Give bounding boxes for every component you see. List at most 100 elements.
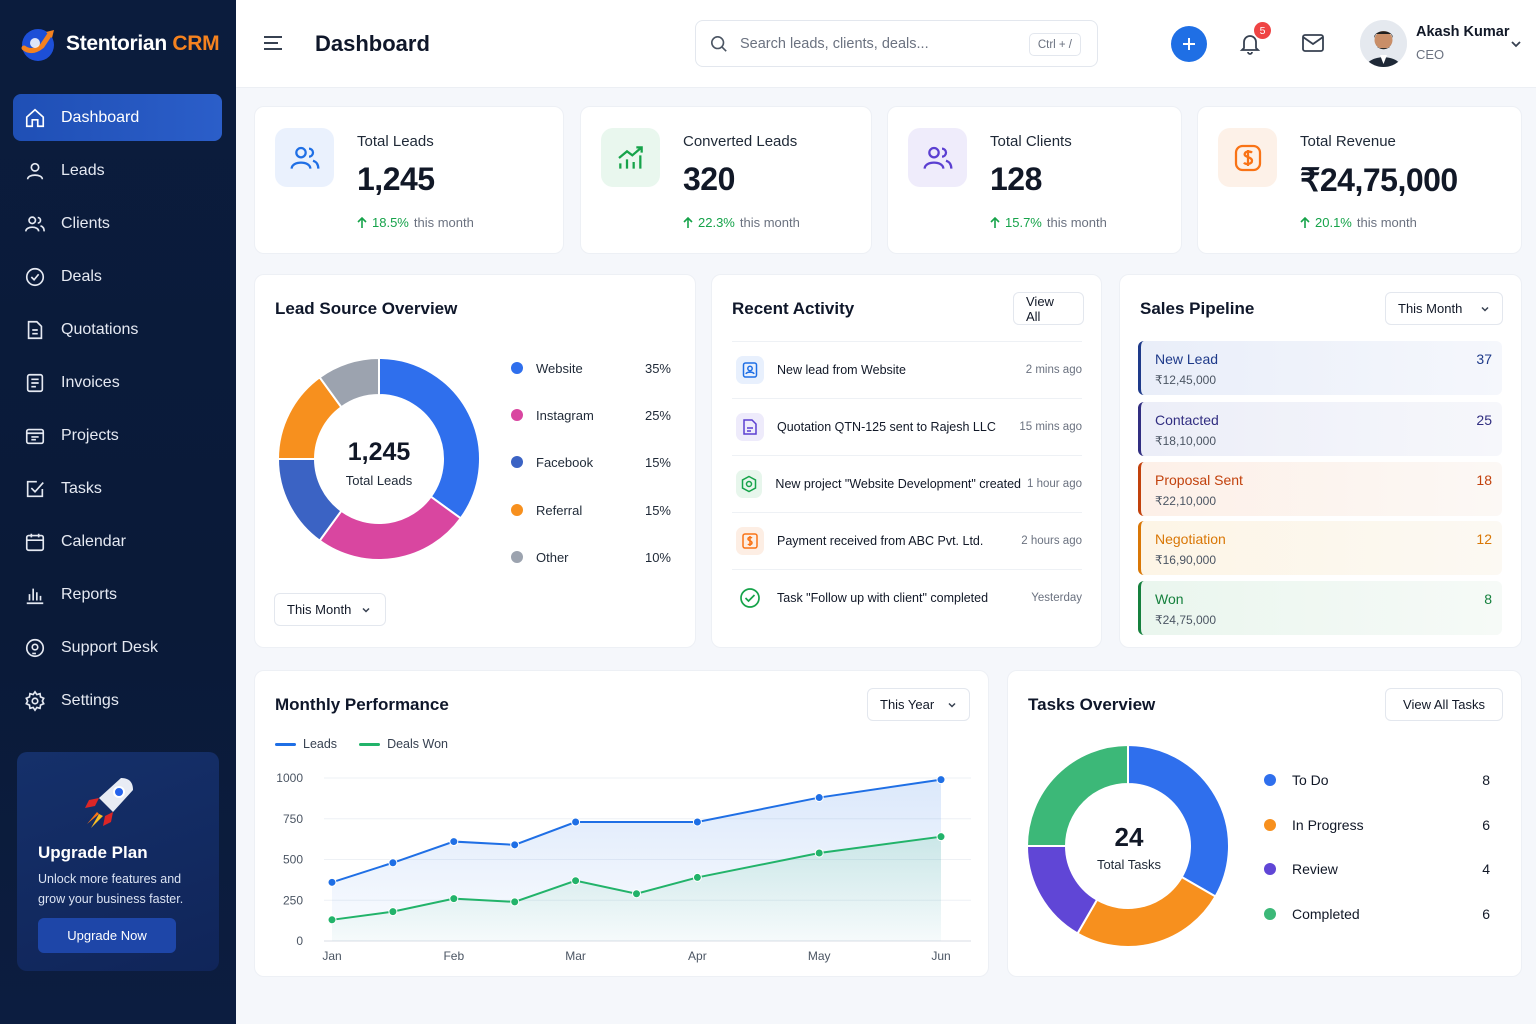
activity-item[interactable]: Quotation QTN-125 sent to Rajesh LLC 15 …	[732, 398, 1082, 455]
stat-label: Total Clients	[990, 133, 1072, 150]
sidebar-item-calendar[interactable]: Calendar	[13, 518, 222, 565]
bar-chart-icon	[23, 583, 47, 607]
sidebar-item-deals[interactable]: Deals	[13, 253, 222, 300]
pipeline-stage-negotiation[interactable]: Negotiation ₹16,90,000 12	[1138, 521, 1502, 575]
search-bar[interactable]: Ctrl + /	[695, 20, 1098, 67]
tasks-slice-to-do[interactable]	[1127, 743, 1230, 898]
bell-icon[interactable]	[1238, 31, 1262, 55]
stat-period: this month	[1046, 215, 1107, 230]
legend-label-deals-won: Deals Won	[387, 737, 448, 751]
view-all-tasks-button[interactable]: View All Tasks	[1385, 688, 1503, 721]
monthly-performance-chart: 0 250 500 750 1000 Jan Feb Mar Apr May Jun	[276, 771, 971, 963]
legend-label: Referral	[536, 502, 583, 518]
activity-item[interactable]: New lead from Website 2 mins ago	[732, 341, 1082, 398]
tasks-slice-completed[interactable]	[1027, 743, 1129, 847]
legend-item-facebook: Facebook 15%	[511, 452, 671, 472]
document-icon	[23, 318, 47, 342]
sidebar-item-tasks[interactable]: Tasks	[13, 465, 222, 512]
leads-point[interactable]	[571, 817, 581, 827]
performance-period-dropdown[interactable]: This Year	[867, 688, 970, 721]
deals-won-point[interactable]	[632, 889, 641, 899]
stat-change: 20.1%	[1315, 215, 1352, 230]
hamburger-menu-icon[interactable]	[262, 32, 284, 54]
task-legend-review: Review 4	[1264, 859, 1490, 879]
search-input[interactable]	[740, 35, 1010, 52]
leads-point[interactable]	[936, 775, 946, 785]
deals-won-point[interactable]	[936, 832, 946, 842]
activity-time: 1 hour ago	[1027, 478, 1082, 490]
task-label: To Do	[1292, 772, 1329, 788]
activity-item[interactable]: Task "Follow up with client" completed Y…	[732, 569, 1082, 626]
sidebar-item-settings[interactable]: Settings	[13, 677, 222, 724]
task-legend-completed: Completed 6	[1264, 904, 1490, 924]
deals-won-point[interactable]	[692, 872, 702, 882]
deals-won-point[interactable]	[510, 897, 520, 907]
leads-point[interactable]	[449, 837, 459, 847]
sidebar-item-leads[interactable]: Leads	[13, 147, 222, 194]
avatar[interactable]	[1360, 20, 1407, 67]
task-count: 8	[1482, 772, 1490, 788]
pipeline-stage-new-lead[interactable]: New Lead ₹12,45,000 37	[1138, 341, 1502, 395]
x-tick-label: Apr	[688, 949, 707, 963]
users-icon	[908, 128, 967, 187]
calendar-icon	[23, 530, 47, 554]
x-tick-label: May	[808, 949, 831, 963]
add-new-button[interactable]	[1171, 26, 1207, 62]
legend-pct: 10%	[644, 549, 671, 565]
legend-pct: 15%	[644, 502, 671, 518]
sidebar-item-quotations[interactable]: Quotations	[13, 306, 222, 353]
lead-source-slice-other[interactable]	[318, 356, 380, 409]
pipeline-stage-proposal-sent[interactable]: Proposal Sent ₹22,10,000 18	[1138, 462, 1502, 516]
mail-icon[interactable]	[1301, 32, 1325, 54]
leads-point[interactable]	[327, 877, 337, 887]
leads-point[interactable]	[388, 858, 398, 868]
sidebar-item-projects[interactable]: Projects	[13, 412, 222, 459]
pipeline-stage-contacted[interactable]: Contacted ₹18,10,000 25	[1138, 402, 1502, 456]
legend-label-leads: Leads	[303, 737, 338, 751]
sidebar-item-support-desk[interactable]: Support Desk	[13, 624, 222, 671]
brand-logo[interactable]: Stentorian CRM	[18, 24, 220, 64]
upgrade-title: Upgrade Plan	[38, 843, 148, 862]
pipeline-period-dropdown[interactable]: This Month	[1385, 292, 1503, 325]
stat-change: 22.3%	[698, 215, 735, 230]
sidebar-item-label: Leads	[61, 161, 105, 179]
chevron-down-icon[interactable]	[1509, 37, 1523, 51]
notification-badge: 5	[1254, 22, 1271, 39]
deals-won-point[interactable]	[571, 876, 581, 886]
dropdown-value: This Year	[880, 697, 935, 712]
pipeline-stage-won[interactable]: Won ₹24,75,000 8	[1138, 581, 1502, 635]
leads-point[interactable]	[814, 793, 824, 803]
deals-won-point[interactable]	[449, 894, 459, 904]
deals-won-point[interactable]	[814, 848, 824, 858]
x-tick-label: Mar	[565, 949, 586, 963]
legend-pct: 15%	[644, 454, 671, 470]
lead-source-slice-instagram[interactable]	[318, 495, 463, 561]
sidebar-item-label: Clients	[61, 214, 110, 232]
stat-label: Converted Leads	[683, 133, 798, 150]
stat-label: Total Leads	[357, 133, 434, 150]
tasks-slice-in-progress[interactable]	[1076, 875, 1217, 948]
deals-won-area	[332, 836, 941, 941]
leads-point[interactable]	[692, 817, 702, 827]
sidebar-item-clients[interactable]: Clients	[13, 200, 222, 247]
sidebar-item-label: Dashboard	[61, 108, 140, 126]
upgrade-now-button[interactable]: Upgrade Now	[38, 918, 176, 953]
activity-item[interactable]: Payment received from ABC Pvt. Ltd. 2 ho…	[732, 512, 1082, 569]
leads-point[interactable]	[510, 840, 520, 850]
view-all-activity-button[interactable]: View All	[1013, 292, 1084, 325]
activity-time: 15 mins ago	[1019, 421, 1082, 433]
page-title: Dashboard	[315, 31, 430, 56]
deals-won-point[interactable]	[327, 915, 337, 925]
sidebar-item-reports[interactable]: Reports	[13, 571, 222, 618]
sidebar-item-invoices[interactable]: Invoices	[13, 359, 222, 406]
stat-card-total-leads: Total Leads 1,245 18.5% this month	[254, 106, 564, 254]
activity-item[interactable]: New project "Website Development" create…	[732, 455, 1082, 512]
lead-source-period-dropdown[interactable]: This Month	[274, 593, 386, 626]
deals-won-point[interactable]	[388, 907, 398, 917]
sidebar-item-dashboard[interactable]: Dashboard	[13, 94, 222, 141]
legend-item-other: Other 10%	[511, 547, 671, 567]
legend-label: Instagram	[536, 407, 594, 423]
lead-source-slice-website[interactable]	[378, 356, 481, 520]
legend-dot	[1264, 819, 1276, 831]
lead-source-donut	[276, 356, 481, 561]
